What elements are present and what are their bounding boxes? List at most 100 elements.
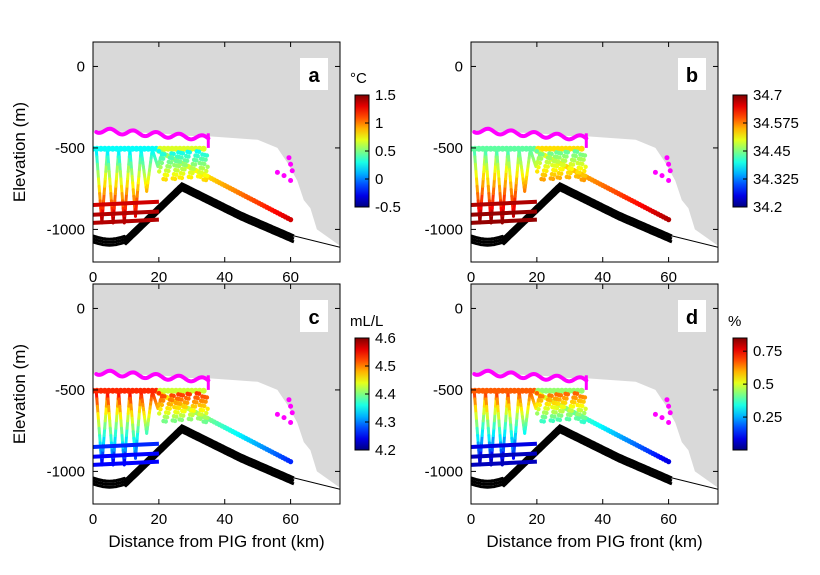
cloud-point [544, 159, 549, 165]
cloud-point [552, 396, 558, 401]
bed-line-1 [93, 184, 295, 244]
cloud-point [536, 407, 541, 412]
x-tick-label: 20 [529, 269, 546, 286]
cloud-point [580, 415, 586, 420]
cloud-point [156, 148, 162, 154]
cloud-point [157, 160, 162, 165]
y-axis-label: Elevation (m) [10, 102, 29, 202]
near-bed-track-0 [471, 441, 538, 449]
cloud-point [576, 165, 581, 170]
cloud-point [162, 172, 167, 177]
bed-line-2 [471, 429, 673, 489]
y-tick-label: -500 [55, 140, 85, 157]
cloud-point [197, 169, 202, 175]
cloud-point [536, 398, 542, 403]
cloud-point [169, 151, 174, 156]
colorbar-tick-label: 1 [375, 115, 383, 132]
cloud-point [197, 160, 202, 166]
cloud-point [550, 404, 555, 410]
bed-line-1 [471, 426, 673, 486]
y-tick-label: -1000 [425, 221, 463, 238]
colorbar-tick-label: 1.5 [375, 87, 396, 104]
cloud-point [170, 418, 175, 423]
cloud-point [186, 174, 192, 180]
cloud-point [197, 411, 202, 417]
cloud-point [198, 407, 203, 412]
panel-label: d [686, 307, 698, 329]
x-tick-label: 20 [151, 269, 168, 286]
cloud-point [198, 165, 203, 170]
near-bed-track-0 [471, 199, 538, 207]
colorbar-tick-label: 4.6 [375, 330, 396, 347]
colorbar-tick-label: 4.5 [375, 358, 396, 375]
cloud-point [172, 404, 177, 410]
x-tick-label: 40 [216, 511, 233, 528]
near-bed-track-1 [93, 451, 159, 459]
cloud-point [189, 408, 194, 413]
cloud-point [575, 411, 580, 417]
cloud-point [576, 398, 582, 403]
cloud-point [173, 409, 178, 415]
x-tick-label: 0 [89, 269, 97, 286]
cloud-point [562, 153, 567, 159]
cloud-point [534, 148, 540, 154]
y-tick-label: -1000 [47, 463, 85, 480]
cloud-point [560, 158, 566, 163]
draft-point-3 [288, 161, 294, 167]
panel-label: c [308, 307, 319, 329]
colorbar-tick-label: 0.5 [375, 143, 396, 160]
x-tick-label: 60 [660, 269, 677, 286]
ice-shelf-area [93, 42, 340, 246]
seabed-line [293, 477, 340, 490]
plot-area [93, 284, 340, 490]
panel-label-box [300, 58, 328, 90]
cloud-point [158, 407, 163, 412]
cloud-point [547, 151, 552, 156]
cloud-point [202, 415, 208, 420]
near-bed-track-2 [93, 217, 160, 225]
bed-line-0 [93, 423, 295, 483]
cloud-point [176, 392, 181, 397]
cloud-point [579, 419, 584, 424]
cloud-point [565, 170, 571, 175]
panel-label-box [678, 300, 706, 332]
cloud-point [534, 169, 540, 174]
bed-line-0 [471, 423, 673, 483]
cloud-point [166, 159, 171, 165]
cloud-point [575, 160, 580, 166]
cloud-point [537, 393, 543, 399]
seabed-line [671, 477, 718, 490]
cloud-point [157, 402, 162, 407]
cloud-point [194, 149, 199, 154]
cloud-point [180, 408, 185, 414]
cloud-point [560, 400, 566, 405]
x-tick-label: 0 [467, 269, 475, 286]
cloud-point [550, 162, 555, 168]
panel-label: a [308, 65, 320, 87]
cloud-point [543, 406, 548, 411]
draft-point-4 [667, 410, 673, 416]
seabed-line [671, 235, 718, 248]
colorbar-tick-label: 4.2 [375, 442, 396, 459]
cloud-point [578, 394, 583, 399]
cloud-point [156, 169, 162, 174]
draft-point-2 [664, 397, 670, 403]
cloud-point [201, 177, 206, 182]
cloud-point [545, 155, 551, 160]
ice-draft-line [472, 126, 589, 142]
draft-point-0 [274, 411, 280, 417]
x-tick-label: 60 [282, 269, 299, 286]
draft-point-3 [666, 161, 672, 167]
cloud-point [156, 411, 162, 416]
near-bed-track-1 [471, 451, 537, 459]
cloud-point [169, 393, 174, 398]
draft-point-5 [666, 420, 672, 426]
cloud-point [167, 397, 173, 402]
cloud-point [181, 162, 186, 167]
cloud-point [185, 391, 190, 397]
ice-draft-line [472, 368, 589, 384]
cloud-point [173, 158, 178, 164]
cloud-point [555, 175, 560, 180]
cloud-point [161, 176, 166, 182]
cloud-point [198, 156, 204, 161]
